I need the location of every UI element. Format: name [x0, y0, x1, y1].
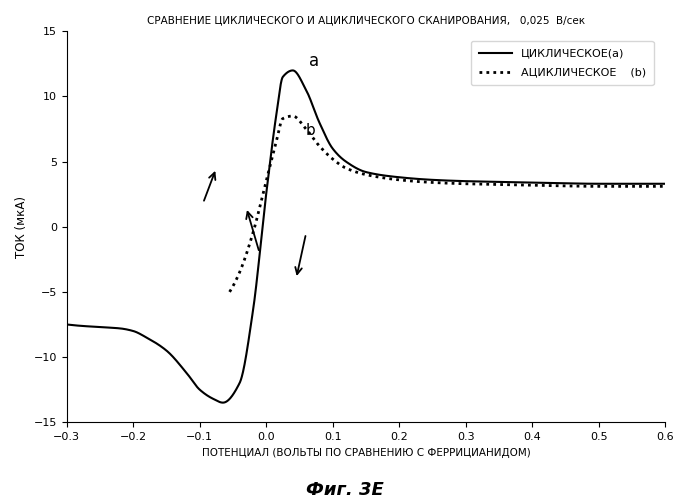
Y-axis label: ТОК (мкА): ТОК (мкА): [15, 196, 28, 258]
Text: a: a: [309, 52, 320, 70]
X-axis label: ПОТЕНЦИАЛ (ВОЛЬТЫ ПО СРАВНЕНИЮ С ФЕРРИЦИАНИДОМ): ПОТЕНЦИАЛ (ВОЛЬТЫ ПО СРАВНЕНИЮ С ФЕРРИЦИ…: [202, 448, 531, 458]
Title: СРАВНЕНИЕ ЦИКЛИЧЕСКОГО И АЦИКЛИЧЕСКОГО СКАНИРОВАНИЯ,   0,025  В/сек: СРАВНЕНИЕ ЦИКЛИЧЕСКОГО И АЦИКЛИЧЕСКОГО С…: [147, 15, 585, 25]
Text: Фиг. 3Е: Фиг. 3Е: [306, 481, 383, 499]
Text: b: b: [306, 123, 316, 138]
Legend: ЦИКЛИЧЕСКОЕ(a), АЦИКЛИЧЕСКОЕ    (b): ЦИКЛИЧЕСКОЕ(a), АЦИКЛИЧЕСКОЕ (b): [471, 41, 654, 85]
